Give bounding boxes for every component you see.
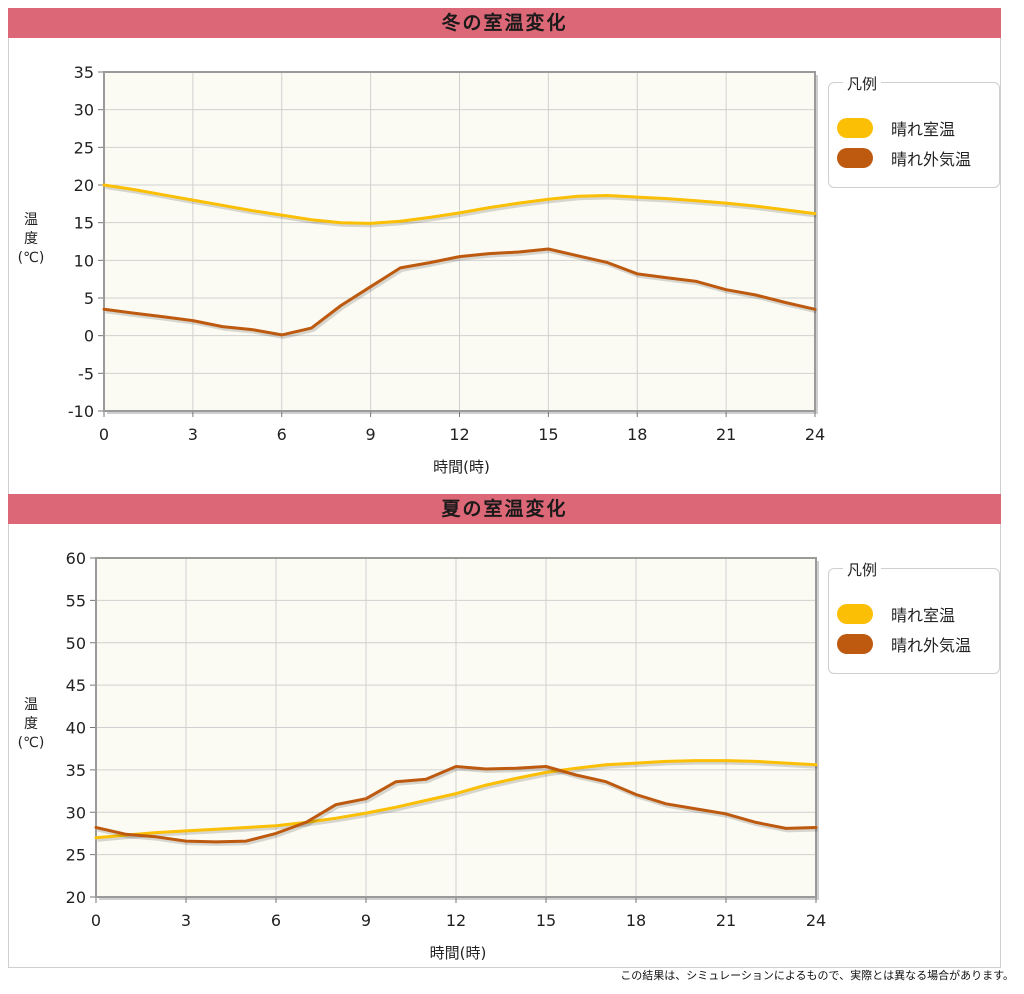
summer-x-tick-label: 21 xyxy=(716,911,736,930)
summer-x-tick-label: 15 xyxy=(536,911,556,930)
winter-y-tick-label: 20 xyxy=(74,176,94,195)
legend-title: 凡例 xyxy=(843,73,882,94)
summer-plot-border xyxy=(95,557,817,898)
winter-chart-title: 冬の室温変化 xyxy=(8,8,1001,38)
summer-y-title-line-1: 温 xyxy=(24,697,38,713)
summer-x-tick-label: 3 xyxy=(181,911,191,930)
legend-swatch-indoor xyxy=(837,118,873,138)
summer-y-tick-label: 35 xyxy=(66,761,86,780)
legend-label-outdoor: 晴れ外気温 xyxy=(891,150,972,169)
legend-item-outdoor[interactable]: 晴れ外気温 xyxy=(837,632,971,656)
winter-y-tick-label: 5 xyxy=(84,289,94,308)
summer-y-title-line-3: (℃) xyxy=(17,735,45,751)
summer-x-tick-label: 18 xyxy=(626,911,646,930)
legend-swatch-indoor xyxy=(837,604,873,624)
summer-y-tick-label: 20 xyxy=(66,888,86,907)
summer-x-tick-label: 9 xyxy=(361,911,371,930)
winter-y-title-line-2: 度 xyxy=(24,231,38,247)
winter-x-tick-label: 12 xyxy=(449,425,469,444)
summer-series-shadow-1 xyxy=(97,766,818,846)
summer-series-shadow-0 xyxy=(97,760,818,842)
winter-y-tick-label: 0 xyxy=(84,327,94,346)
winter-y-tick-label: -10 xyxy=(68,402,94,421)
winter-x-axis-title: 時間(時) xyxy=(433,458,490,476)
summer-series-line-indoor xyxy=(94,759,818,840)
summer-y-tick-label: 30 xyxy=(66,803,86,822)
winter-y-tick-label: 10 xyxy=(74,251,94,270)
winter-x-tick-label: 21 xyxy=(716,425,736,444)
summer-y-title-line-2: 度 xyxy=(24,716,38,732)
summer-x-tick-label: 24 xyxy=(806,911,826,930)
summer-y-tick-label: 60 xyxy=(66,549,86,568)
winter-legend: 凡例 晴れ室温 晴れ外気温 xyxy=(828,73,1000,188)
winter-y-tick-label: 15 xyxy=(74,214,94,233)
summer-y-tick-label: 40 xyxy=(66,719,86,738)
winter-x-tick-label: 15 xyxy=(538,425,558,444)
winter-x-tick-label: 18 xyxy=(627,425,647,444)
disclaimer-footnote: この結果は、シミュレーションによるもので、実際とは異なる場合があります。 xyxy=(620,969,1014,982)
winter-y-title-line-3: (℃) xyxy=(17,250,45,266)
winter-x-tick-label: 3 xyxy=(188,425,198,444)
summer-x-axis-title: 時間(時) xyxy=(430,944,487,962)
summer-y-tick-label: 45 xyxy=(66,676,86,695)
result-frame xyxy=(8,8,1001,968)
summer-chart-title: 夏の室温変化 xyxy=(8,494,1001,524)
winter-plot-border xyxy=(103,71,816,412)
legend-item-indoor[interactable]: 晴れ室温 xyxy=(837,602,955,626)
winter-y-tick-label: -5 xyxy=(78,364,94,383)
legend-label-outdoor: 晴れ外気温 xyxy=(891,636,972,655)
winter-x-tick-label: 24 xyxy=(805,425,825,444)
summer-x-tick-label: 0 xyxy=(91,911,101,930)
winter-series-shadow-1 xyxy=(105,249,817,339)
legend-label-indoor: 晴れ室温 xyxy=(891,120,956,139)
legend-swatch-outdoor xyxy=(837,634,873,654)
legend-title: 凡例 xyxy=(843,559,882,580)
legend-item-outdoor[interactable]: 晴れ外気温 xyxy=(837,146,971,170)
legend-swatch-outdoor xyxy=(837,148,873,168)
winter-x-tick-label: 6 xyxy=(277,425,287,444)
summer-y-axis-title: 温 度 (℃) xyxy=(16,696,46,753)
legend-item-indoor[interactable]: 晴れ室温 xyxy=(837,116,955,140)
winter-series-shadow-0 xyxy=(105,185,817,228)
summer-y-tick-label: 25 xyxy=(66,846,86,865)
summer-series-line-outdoor xyxy=(94,765,818,844)
winter-y-tick-label: 25 xyxy=(74,138,94,157)
winter-y-title-line-1: 温 xyxy=(24,212,38,228)
winter-x-tick-label: 0 xyxy=(99,425,109,444)
summer-y-tick-label: 55 xyxy=(66,591,86,610)
winter-series-line-outdoor xyxy=(102,247,817,337)
summer-legend: 凡例 晴れ室温 晴れ外気温 xyxy=(828,559,1000,674)
summer-x-tick-label: 6 xyxy=(271,911,281,930)
winter-chart: -10 -5 0 5 10 15 20 25 30 35 0 3 6 9 12 15 18 21 24 時間(時) xyxy=(68,63,825,476)
winter-x-tick-label: 9 xyxy=(366,425,376,444)
winter-y-tick-label: 30 xyxy=(74,101,94,120)
winter-y-tick-label: 35 xyxy=(74,63,94,82)
winter-series-line-indoor xyxy=(102,183,817,225)
summer-x-tick-label: 12 xyxy=(446,911,466,930)
summer-y-tick-label: 50 xyxy=(66,634,86,653)
legend-label-indoor: 晴れ室温 xyxy=(891,606,956,625)
winter-y-axis-title: 温 度 (℃) xyxy=(16,211,46,268)
